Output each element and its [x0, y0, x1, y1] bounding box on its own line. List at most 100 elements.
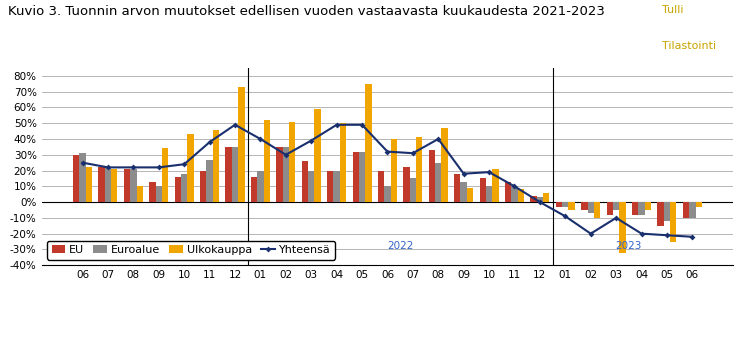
Bar: [137, 186, 143, 202]
Bar: [378, 171, 384, 202]
Bar: [505, 182, 511, 202]
Yhteensä: [154, 165, 163, 169]
Line: Yhteensä: Yhteensä: [80, 123, 695, 239]
Yhteensä: [383, 150, 392, 154]
Bar: [73, 155, 79, 202]
Bar: [556, 202, 562, 207]
Bar: [619, 202, 626, 253]
Bar: [569, 202, 575, 210]
Bar: [670, 202, 677, 241]
Yhteensä: [485, 170, 494, 174]
Bar: [149, 182, 156, 202]
Text: 2022: 2022: [387, 241, 414, 251]
Yhteensä: [561, 214, 570, 218]
Bar: [225, 147, 232, 202]
Bar: [175, 177, 181, 202]
Yhteensä: [612, 216, 621, 220]
Bar: [416, 137, 423, 202]
Bar: [645, 202, 651, 210]
Bar: [206, 159, 212, 202]
Text: Kuvio 3. Tuonnin arvon muutokset edellisen vuoden vastaavasta kuukaudesta 2021-2: Kuvio 3. Tuonnin arvon muutokset edellis…: [8, 5, 605, 18]
Yhteensä: [180, 162, 189, 166]
Bar: [638, 202, 645, 215]
Text: 2021: 2021: [146, 241, 172, 251]
Bar: [658, 202, 664, 226]
Yhteensä: [586, 232, 595, 236]
Bar: [404, 167, 410, 202]
Yhteensä: [358, 123, 367, 127]
Yhteensä: [104, 165, 113, 169]
Bar: [391, 139, 397, 202]
Yhteensä: [78, 160, 87, 165]
Yhteensä: [231, 123, 240, 127]
Yhteensä: [434, 137, 443, 141]
Bar: [111, 169, 117, 202]
Bar: [238, 87, 244, 202]
Bar: [467, 188, 473, 202]
Bar: [187, 134, 194, 202]
Bar: [333, 171, 339, 202]
Bar: [543, 193, 550, 202]
Bar: [365, 84, 371, 202]
Bar: [511, 186, 518, 202]
Bar: [314, 109, 321, 202]
Bar: [435, 163, 442, 202]
Bar: [384, 186, 391, 202]
Bar: [124, 169, 130, 202]
Bar: [212, 130, 219, 202]
Yhteensä: [688, 235, 697, 239]
Bar: [327, 171, 333, 202]
Bar: [352, 152, 359, 202]
Bar: [429, 150, 435, 202]
Bar: [581, 202, 587, 210]
Bar: [460, 182, 467, 202]
Bar: [454, 174, 460, 202]
Yhteensä: [256, 137, 265, 141]
Bar: [130, 169, 137, 202]
Bar: [632, 202, 638, 215]
Yhteensä: [129, 165, 138, 169]
Bar: [683, 202, 689, 218]
Yhteensä: [332, 123, 341, 127]
Bar: [537, 197, 543, 202]
Bar: [283, 147, 289, 202]
Bar: [79, 153, 85, 202]
Bar: [479, 178, 486, 202]
Bar: [696, 202, 702, 207]
Bar: [531, 196, 537, 202]
Bar: [664, 202, 670, 221]
Legend: EU, Euroalue, Ulkokauppa, Yhteensä: EU, Euroalue, Ulkokauppa, Yhteensä: [47, 241, 335, 260]
Bar: [105, 167, 111, 202]
Bar: [264, 120, 270, 202]
Bar: [339, 123, 346, 202]
Bar: [162, 149, 169, 202]
Yhteensä: [205, 140, 214, 144]
Yhteensä: [662, 233, 671, 237]
Bar: [689, 202, 696, 218]
Bar: [289, 122, 296, 202]
Yhteensä: [281, 153, 290, 157]
Bar: [85, 167, 92, 202]
Text: 2023: 2023: [615, 241, 642, 251]
Bar: [606, 202, 613, 215]
Yhteensä: [408, 151, 417, 155]
Bar: [587, 202, 594, 213]
Bar: [613, 202, 619, 210]
Bar: [359, 152, 365, 202]
Yhteensä: [510, 184, 519, 188]
Bar: [156, 186, 162, 202]
Bar: [181, 174, 187, 202]
Yhteensä: [459, 172, 468, 176]
Bar: [486, 186, 492, 202]
Bar: [276, 147, 283, 202]
Yhteensä: [637, 232, 646, 236]
Bar: [308, 171, 314, 202]
Bar: [562, 202, 569, 207]
Bar: [302, 161, 308, 202]
Yhteensä: [535, 200, 544, 204]
Bar: [200, 171, 206, 202]
Bar: [98, 167, 105, 202]
Bar: [442, 128, 448, 202]
Text: Tulli: Tulli: [662, 5, 683, 15]
Bar: [492, 169, 499, 202]
